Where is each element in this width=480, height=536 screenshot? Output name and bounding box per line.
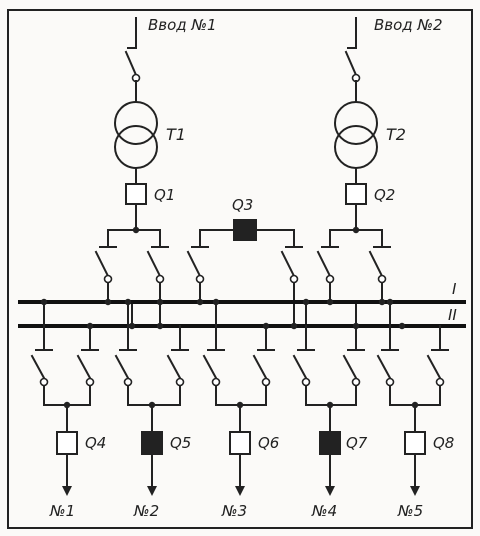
feeder-1	[30, 301, 99, 496]
input-label-1: Ввод №1	[148, 16, 217, 34]
breaker-q4	[56, 431, 78, 455]
output-label-3: №3	[221, 502, 247, 520]
breaker-q1	[125, 183, 147, 205]
breaker-label-q1: Q1	[154, 186, 175, 204]
breaker-label-q6: Q6	[258, 434, 279, 452]
breaker-q2	[345, 183, 367, 205]
transformer-t2	[334, 101, 378, 185]
breaker-q8	[404, 431, 426, 455]
breaker-q6	[229, 431, 251, 455]
q3-coupler	[186, 229, 303, 327]
q1-fork	[94, 203, 169, 327]
q2-fork	[305, 203, 391, 327]
busbar-label-2: II	[448, 306, 457, 324]
busbar-label-1: I	[452, 280, 457, 298]
breaker-label-q8: Q8	[433, 434, 454, 452]
output-label-4: №4	[311, 502, 337, 520]
feeder-5	[376, 301, 449, 496]
diagram-frame	[7, 9, 473, 529]
feeder-3	[202, 301, 275, 496]
input-feeder-2	[344, 17, 361, 103]
breaker-label-q7: Q7	[346, 434, 368, 452]
output-label-2: №2	[133, 502, 159, 520]
bus-junctions	[40, 298, 406, 330]
breaker-q5	[141, 431, 163, 455]
breaker-q3	[233, 219, 257, 241]
breaker-q7	[319, 431, 341, 455]
breaker-label-q3: Q3	[232, 196, 253, 214]
breaker-label-q5: Q5	[170, 434, 191, 452]
transformer-label-t2: Т2	[386, 125, 406, 144]
input-label-2: Ввод №2	[374, 16, 443, 34]
breaker-label-q4: Q4	[85, 434, 106, 452]
transformer-label-t1: Т1	[166, 125, 186, 144]
transformer-t1	[114, 101, 158, 185]
output-label-5: №5	[397, 502, 423, 520]
output-label-1: №1	[49, 502, 75, 520]
feeder-2	[114, 301, 189, 496]
breaker-label-q2: Q2	[374, 186, 395, 204]
feeder-4	[292, 325, 365, 496]
input-feeder-1	[124, 17, 141, 103]
